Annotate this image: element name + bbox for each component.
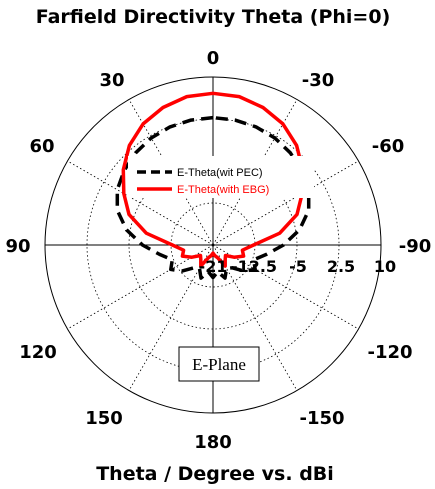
angle-tick-label: -30: [302, 70, 335, 91]
angle-tick-label: 120: [19, 342, 57, 363]
annotation-box: [178, 346, 260, 382]
x-axis-label: Theta / Degree vs. dBi: [96, 463, 334, 485]
chart-title: Farfield Directivity Theta (Phi=0): [36, 6, 391, 28]
grid-spoke-240: [67, 244, 214, 330]
angle-tick-label: -150: [299, 408, 344, 429]
angle-tick-label: -120: [367, 342, 412, 363]
grid-spoke-150: [212, 244, 298, 391]
angle-tick-label: 60: [29, 136, 54, 157]
legend-label-pec: E-Theta(wit PEC): [177, 167, 263, 179]
angle-tick-label: 180: [194, 432, 232, 453]
angle-tick-label: -90: [399, 236, 432, 257]
outer-circle: [44, 76, 382, 414]
annotation-label: E-Plane: [192, 355, 246, 374]
angle-tick-label: -60: [372, 136, 405, 157]
radial-tick-label: 10: [374, 257, 396, 276]
legend-box: [128, 156, 314, 198]
angle-tick-label: 0: [207, 48, 220, 69]
grid-spoke-60: [212, 160, 359, 246]
radial-tick-label: -5: [289, 257, 307, 276]
annotation: E-Plane: [178, 346, 260, 382]
legend: E-Theta(wit PEC) E-Theta(with EBG): [128, 156, 314, 198]
grid-spoke-120: [212, 244, 359, 330]
grid-spoke-300: [67, 160, 214, 246]
series-line-0: [115, 115, 311, 280]
radial-tick-label: -12.5: [231, 257, 277, 276]
legend-label-ebg: E-Theta(with EBG): [177, 184, 269, 196]
tick-labels: 0 30 60 90 120 150 180 -150 -120 -90 -60 -30 -21 -12.…: [5, 48, 431, 453]
radial-tick-label: 2.5: [327, 257, 355, 276]
angle-tick-label: 90: [5, 236, 30, 257]
angle-tick-label: 150: [85, 408, 123, 429]
angle-tick-label: 30: [99, 70, 124, 91]
radial-tick-label: -21: [199, 257, 228, 276]
